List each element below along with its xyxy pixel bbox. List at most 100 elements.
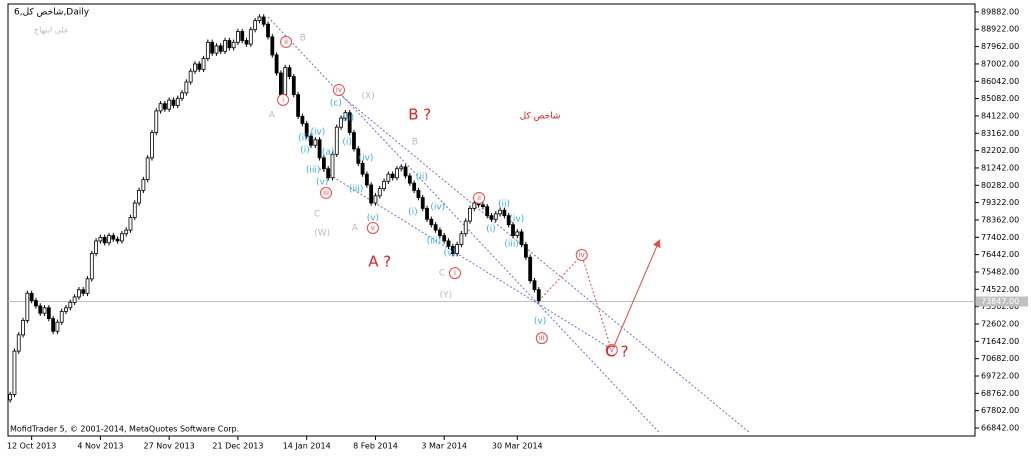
- candle-body: [485, 206, 490, 217]
- wave-circle: [473, 191, 486, 204]
- candle-body: [21, 320, 25, 336]
- wave-label: C: [314, 210, 320, 220]
- wave-label: (Y): [440, 291, 453, 301]
- y-tick-label: 75482.00: [981, 267, 1019, 276]
- y-tick-label: 80282.00: [981, 181, 1019, 190]
- last-price-box: [976, 296, 1028, 307]
- wave-label: (i): [300, 145, 310, 155]
- candle-body: [68, 301, 73, 309]
- y-tick-label: 86042.00: [981, 77, 1019, 86]
- candle-body: [197, 63, 202, 70]
- candle-body: [433, 224, 438, 231]
- candle-body: [34, 300, 38, 307]
- wave-circle: [277, 93, 290, 106]
- candle-body: [201, 58, 206, 70]
- candle-body: [399, 166, 404, 170]
- candle-body: [98, 236, 103, 242]
- candle-body: [38, 305, 43, 314]
- y-tick-label: 77402.00: [981, 233, 1019, 242]
- candle-body: [128, 217, 133, 231]
- candle-body: [390, 173, 395, 179]
- wave-label: B: [300, 33, 306, 43]
- candle-body: [425, 208, 429, 220]
- x-tick-label: 3 Mar 2014: [421, 442, 467, 451]
- candle-body: [317, 139, 322, 159]
- wave-label: ii: [477, 194, 481, 202]
- x-tick-label: 30 Mar 2014: [492, 442, 543, 451]
- wave-label: (v): [367, 214, 379, 224]
- candle-body: [111, 235, 116, 240]
- wave-circle: [366, 221, 379, 234]
- chart-subtitle: علی ابتهاج: [34, 26, 69, 35]
- candle-body: [29, 292, 34, 301]
- candle-body: [455, 244, 460, 254]
- candle-body: [532, 280, 537, 291]
- candle-body: [180, 92, 184, 99]
- candle-body: [231, 41, 236, 49]
- candle-body: [253, 20, 258, 31]
- candle-body: [493, 213, 498, 220]
- candle-body: [77, 289, 81, 298]
- wave-label: (iv): [509, 215, 524, 225]
- candle-body: [12, 350, 17, 395]
- candle-body: [274, 54, 279, 74]
- candle-body: [523, 244, 528, 258]
- wave-label: (ii): [342, 113, 354, 123]
- candle-body: [472, 202, 477, 209]
- y-tick-label: 70682.00: [981, 354, 1019, 363]
- candle-body: [321, 157, 326, 170]
- candle-body: [382, 180, 386, 189]
- y-tick-label: 73562.00: [981, 302, 1019, 311]
- candle-body: [373, 195, 378, 204]
- candle-body: [429, 218, 434, 226]
- y-tick-label: 76442.00: [981, 250, 1019, 259]
- wave-label: (i): [342, 137, 352, 147]
- candle-body: [51, 318, 56, 332]
- x-tick-label: 12 Oct 2013: [7, 442, 56, 451]
- candle-body: [296, 94, 301, 117]
- wave-label: (iv): [430, 202, 445, 212]
- wave-label: (iii): [427, 236, 442, 246]
- candle-body: [412, 182, 417, 191]
- candle-body: [102, 236, 107, 244]
- wave-label: (W): [314, 229, 330, 239]
- candle-body: [377, 188, 382, 197]
- wave-circle: [535, 332, 548, 345]
- candle-body: [356, 148, 361, 164]
- candle-body: [89, 253, 94, 280]
- candle-body: [188, 70, 193, 83]
- candle-body: [463, 220, 468, 235]
- candle-body: [205, 41, 210, 59]
- wave-circle: [575, 249, 588, 262]
- wave-label: v: [371, 224, 375, 232]
- wave-circle: [332, 83, 345, 96]
- candle-body: [515, 231, 520, 236]
- candle-body: [236, 31, 240, 43]
- candle-body: [343, 112, 348, 119]
- wave-label: (c): [330, 98, 342, 108]
- candle-body: [313, 139, 318, 146]
- y-tick-label: 81242.00: [981, 163, 1019, 172]
- candle-body: [395, 168, 399, 179]
- candle-body: [403, 166, 408, 177]
- y-tick-label: 67802.00: [981, 406, 1019, 415]
- wave-label: B ?: [408, 105, 431, 123]
- candle-body: [309, 135, 313, 146]
- candle-body: [438, 229, 442, 236]
- candle-body: [193, 63, 197, 72]
- candle-body: [498, 209, 502, 215]
- wave-label: (i): [486, 225, 496, 235]
- projection-arrow: [611, 239, 661, 352]
- candle-body: [369, 184, 374, 204]
- candle-body: [119, 233, 124, 242]
- plot-area: BA(X)BC(W)AC(Y)iiiiviiiviiiiiiivv(c)(ii)…: [8, 14, 975, 433]
- candle-body: [330, 153, 335, 179]
- trendline: [336, 91, 750, 433]
- candle-body: [150, 132, 154, 159]
- y-tick-label: 83162.00: [981, 129, 1019, 138]
- x-tick-label: 14 Jan 2014: [283, 442, 331, 451]
- wave-label: B: [412, 137, 418, 147]
- candle-body: [107, 235, 111, 244]
- y-tick-label: 79322.00: [981, 198, 1019, 207]
- candle-body: [214, 45, 219, 54]
